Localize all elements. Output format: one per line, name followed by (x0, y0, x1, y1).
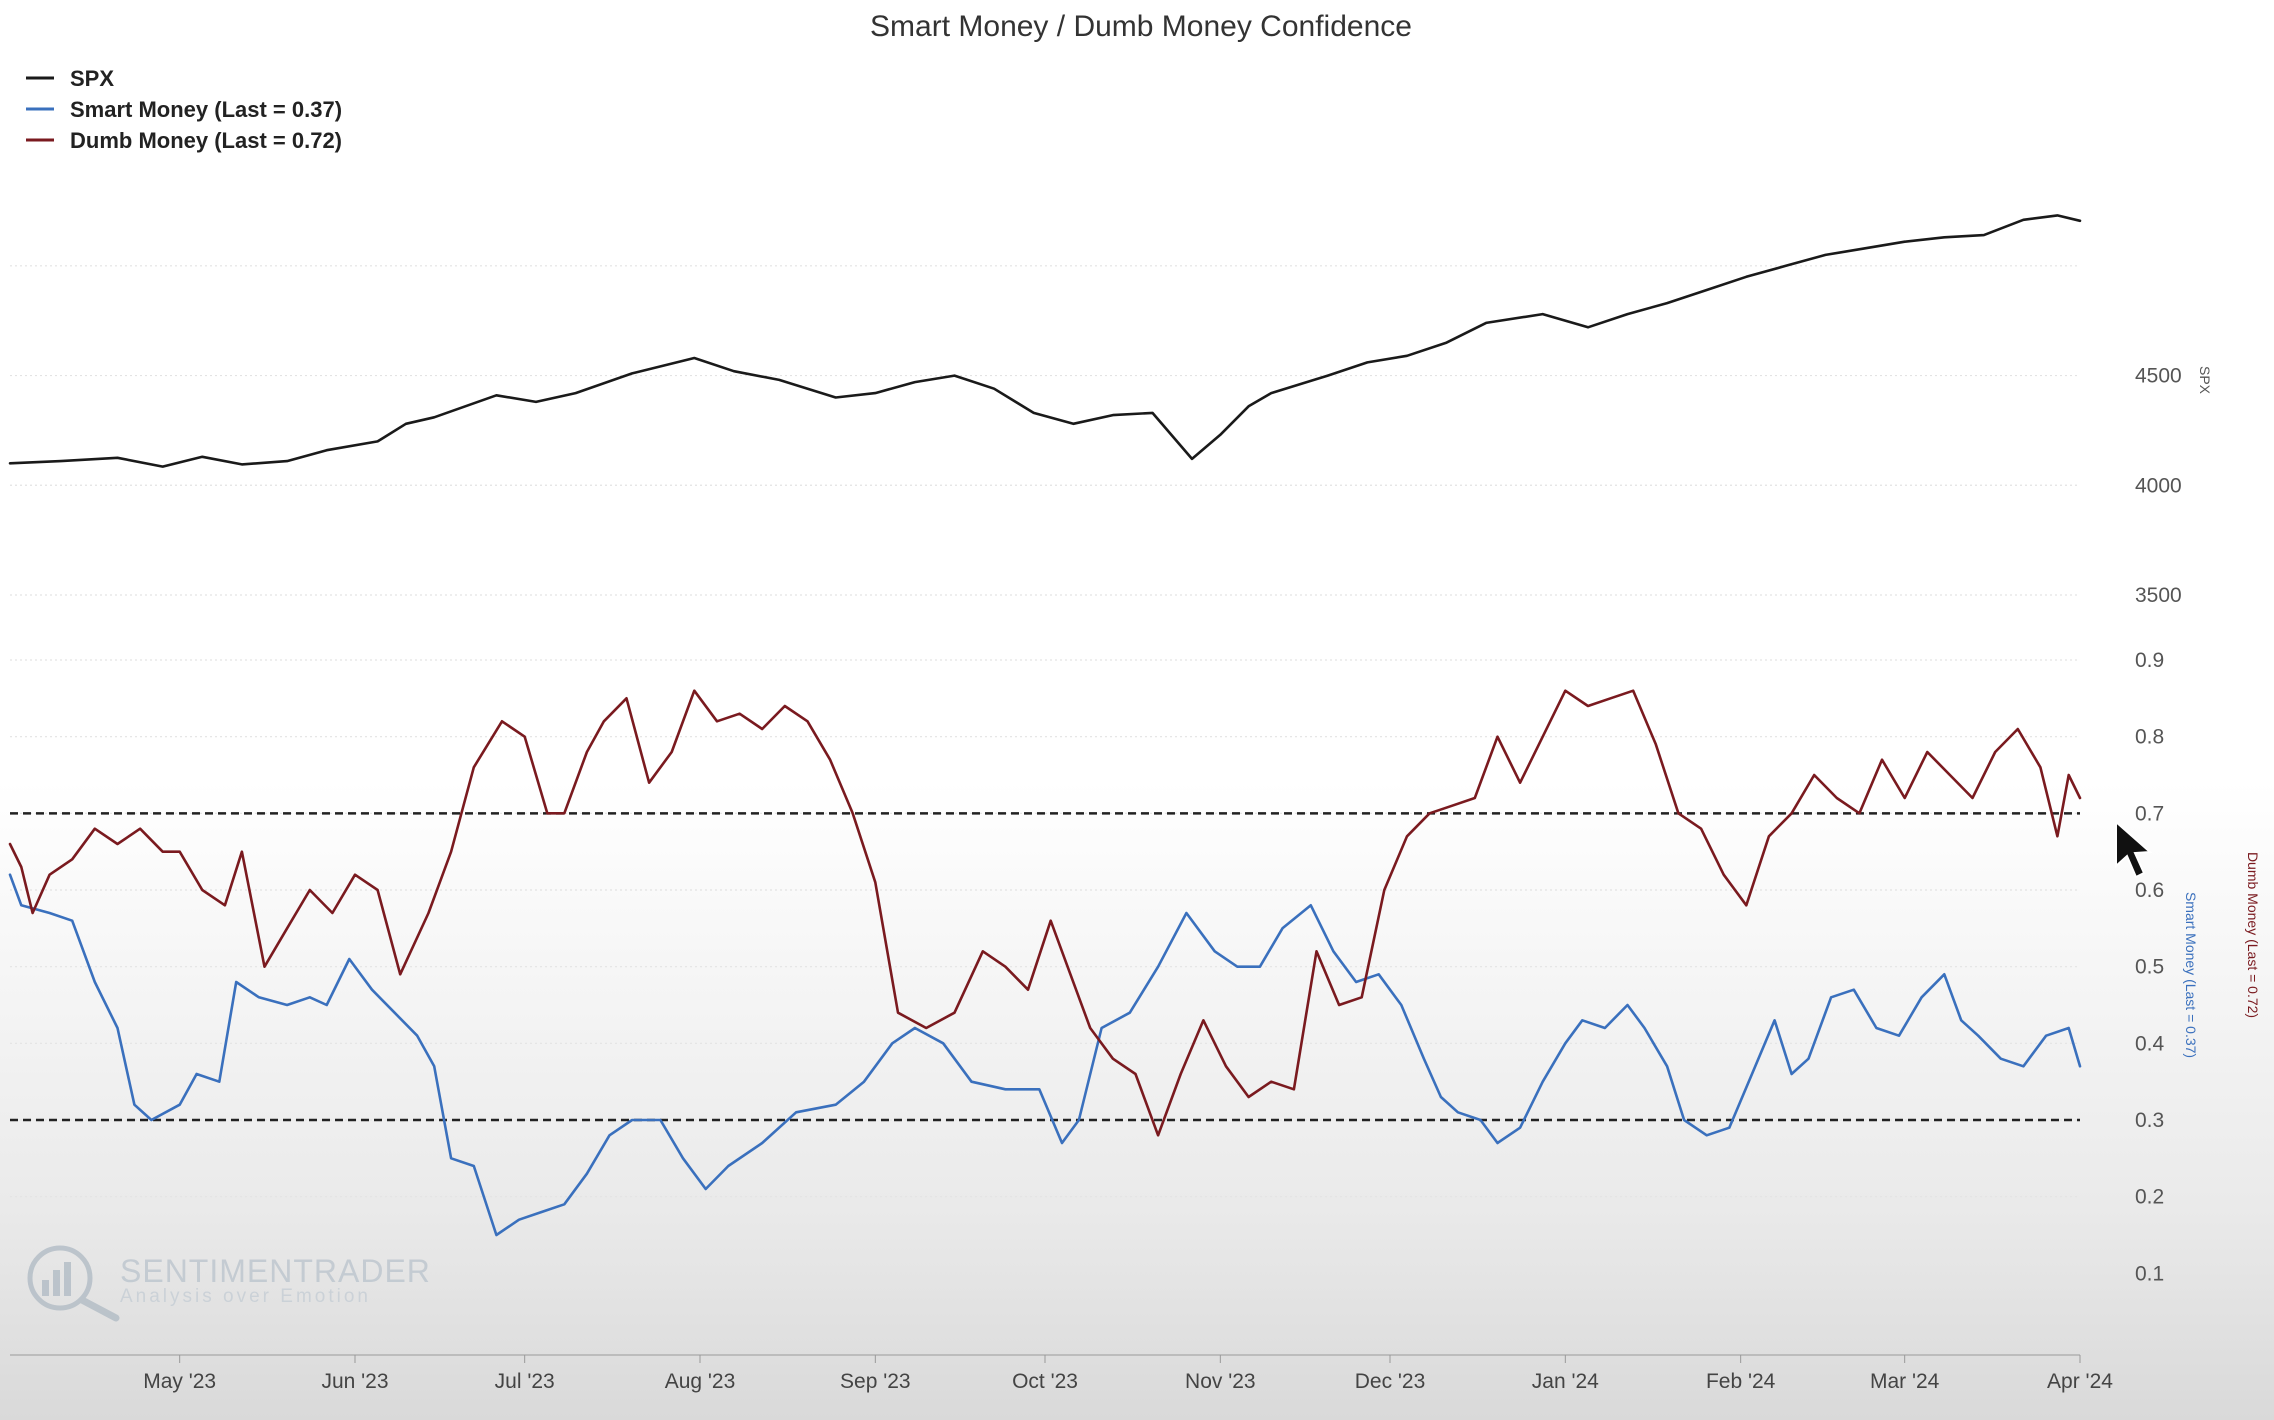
y-tick-label-sentiment: 0.2 (2135, 1186, 2164, 1209)
x-tick-label: Nov '23 (1185, 1370, 1256, 1393)
x-tick-label: Apr '24 (2047, 1370, 2113, 1393)
dumb-money-axis-title: Dumb Money (Last = 0.72) (2245, 852, 2261, 1018)
x-axis-ticks: May '23 Jun '23 Jul '23 Aug '23 Sep '23 Oct '… (10, 1354, 2113, 1393)
x-tick-label: May '23 (143, 1370, 216, 1393)
y-axis-ticks: 3500 4000 4500 0.1 0.2 0.3 0.4 0.5 0.6 0.7 0.8 0.9 (2135, 365, 2182, 1286)
x-tick-label: Mar '24 (1870, 1370, 1940, 1393)
chart-legend: SPX Smart Money (Last = 0.37) Dumb Money… (26, 66, 342, 153)
y-tick-label-sentiment: 0.3 (2135, 1109, 2164, 1132)
x-tick-label: Jul '23 (495, 1370, 555, 1393)
x-tick-label: Aug '23 (665, 1370, 736, 1393)
x-tick-label: Jun '23 (321, 1370, 388, 1393)
y-tick-label-spx: 4000 (2135, 474, 2182, 497)
x-tick-label: Sep '23 (840, 1370, 911, 1393)
x-tick-label: Jan '24 (1532, 1370, 1599, 1393)
reference-lines (10, 812, 2080, 1122)
legend-label-smart-money: Smart Money (Last = 0.37) (70, 97, 342, 122)
x-tick-label: Oct '23 (1012, 1370, 1078, 1393)
x-tick-label: Dec '23 (1355, 1370, 1426, 1393)
y-tick-label-sentiment: 0.6 (2135, 879, 2164, 902)
y-tick-label-spx: 4500 (2135, 365, 2182, 388)
series-line-smart-money (8, 873, 2082, 1237)
y-tick-label-spx: 3500 (2135, 584, 2182, 607)
watermark-name: SENTIMENTRADER (120, 1253, 431, 1289)
y-tick-label-sentiment: 0.4 (2135, 1032, 2165, 1055)
y-tick-label-sentiment: 0.9 (2135, 649, 2164, 672)
legend-label-spx: SPX (70, 66, 114, 91)
y-tick-label-sentiment: 0.8 (2135, 726, 2164, 749)
sentimentrader-watermark: SENTIMENTRADER Analysis over Emotion (27, 1245, 431, 1322)
series-layer (8, 214, 2082, 1237)
spx-axis-title: SPX (2197, 366, 2213, 395)
legend-label-dumb-money: Dumb Money (Last = 0.72) (70, 128, 342, 153)
watermark-tagline: Analysis over Emotion (120, 1286, 371, 1307)
series-line-dumb-money (8, 689, 2082, 1137)
magnifier-chart-icon (27, 1245, 120, 1322)
chart-title: Smart Money / Dumb Money Confidence (870, 10, 1412, 43)
series-line-spx (8, 214, 2082, 468)
x-tick-label: Feb '24 (1706, 1370, 1776, 1393)
y-tick-label-sentiment: 0.1 (2135, 1262, 2164, 1285)
y-tick-label-sentiment: 0.5 (2135, 956, 2164, 979)
cursor-arrow-icon (2115, 819, 2153, 879)
smart-money-axis-title: Smart Money (Last = 0.37) (2183, 892, 2199, 1058)
y-tick-label-sentiment: 0.7 (2135, 802, 2164, 825)
